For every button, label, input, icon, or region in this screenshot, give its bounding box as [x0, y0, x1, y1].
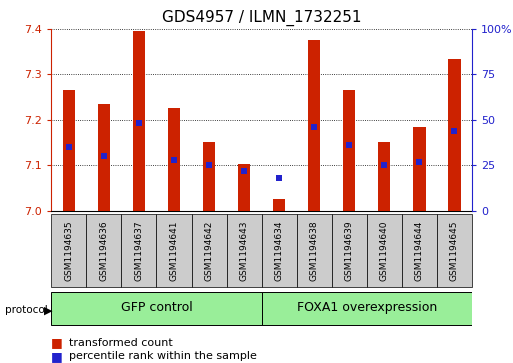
Text: GSM1194643: GSM1194643: [240, 220, 249, 281]
Text: percentile rank within the sample: percentile rank within the sample: [69, 351, 257, 362]
Bar: [63, 90, 75, 211]
Text: GSM1194642: GSM1194642: [205, 220, 213, 281]
Bar: [273, 199, 285, 211]
Text: GFP control: GFP control: [121, 301, 192, 314]
Bar: [332, 214, 367, 287]
Text: ■: ■: [51, 337, 63, 350]
Bar: [51, 292, 262, 325]
Bar: [203, 142, 215, 211]
Text: ▶: ▶: [44, 305, 52, 315]
Text: GSM1194640: GSM1194640: [380, 220, 389, 281]
Text: FOXA1 overexpression: FOXA1 overexpression: [297, 301, 437, 314]
Bar: [191, 214, 227, 287]
Text: GSM1194634: GSM1194634: [274, 220, 284, 281]
Bar: [122, 214, 156, 287]
Bar: [238, 164, 250, 211]
Text: GSM1194644: GSM1194644: [415, 220, 424, 281]
Text: protocol: protocol: [5, 305, 48, 315]
Bar: [86, 214, 122, 287]
Title: GDS4957 / ILMN_1732251: GDS4957 / ILMN_1732251: [162, 10, 361, 26]
Text: GSM1194636: GSM1194636: [100, 220, 108, 281]
Bar: [437, 214, 472, 287]
Bar: [227, 214, 262, 287]
Bar: [168, 109, 180, 211]
Text: GSM1194639: GSM1194639: [345, 220, 354, 281]
Text: transformed count: transformed count: [69, 338, 173, 348]
Bar: [343, 90, 356, 211]
Bar: [262, 214, 297, 287]
Text: GSM1194641: GSM1194641: [169, 220, 179, 281]
Bar: [51, 214, 86, 287]
Bar: [98, 104, 110, 211]
Bar: [367, 214, 402, 287]
Text: GSM1194637: GSM1194637: [134, 220, 144, 281]
Bar: [156, 214, 191, 287]
Bar: [402, 214, 437, 287]
Text: GSM1194635: GSM1194635: [64, 220, 73, 281]
Bar: [297, 214, 332, 287]
Bar: [262, 292, 472, 325]
Bar: [308, 40, 320, 211]
Text: GSM1194638: GSM1194638: [310, 220, 319, 281]
Bar: [413, 127, 425, 211]
Bar: [378, 142, 390, 211]
Bar: [133, 31, 145, 211]
Bar: [448, 58, 461, 211]
Text: GSM1194645: GSM1194645: [450, 220, 459, 281]
Text: ■: ■: [51, 350, 63, 363]
